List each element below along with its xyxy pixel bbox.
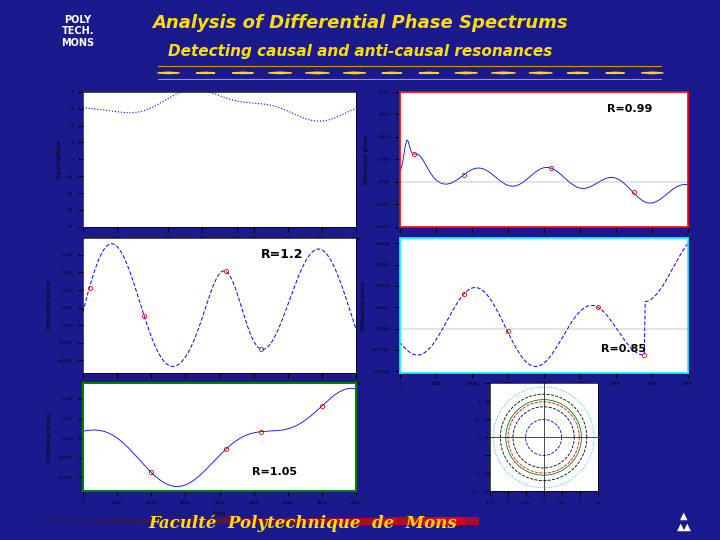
X-axis label: f(Hz): f(Hz) [213,246,226,251]
X-axis label: f(Hz): f(Hz) [537,246,550,251]
Polygon shape [305,72,330,73]
Y-axis label: Differential phase: Differential phase [48,413,53,462]
Text: R=1.2: R=1.2 [261,248,303,261]
Polygon shape [233,72,253,73]
Text: Analysis of Differential Phase Spectrums: Analysis of Differential Phase Spectrums [152,14,568,32]
Polygon shape [642,72,663,73]
Polygon shape [606,72,624,73]
Polygon shape [343,72,366,73]
Polygon shape [158,72,179,73]
Polygon shape [491,72,516,73]
Text: POLY
TECH.
MONS: POLY TECH. MONS [61,15,95,48]
X-axis label: f(Hz): f(Hz) [213,392,226,397]
Text: Faculté  Polytechnique  de  Mons: Faculté Polytechnique de Mons [148,514,456,532]
Y-axis label: Differential phase: Differential phase [361,280,366,330]
Text: Detecting causal and anti-causal resonances: Detecting causal and anti-causal resonan… [168,44,552,59]
Polygon shape [455,72,477,73]
Polygon shape [197,72,215,73]
Y-axis label: Differential phase: Differential phase [48,280,53,330]
Polygon shape [419,72,439,73]
Polygon shape [382,72,402,73]
Text: R=0.85: R=0.85 [601,345,647,354]
Y-axis label: Differential phase: Differential phase [364,134,369,184]
Text: R=1.05: R=1.05 [253,467,297,477]
Text: ▲
▲▲: ▲ ▲▲ [677,510,691,532]
X-axis label: f(Hz): f(Hz) [213,511,226,516]
Polygon shape [567,72,588,73]
Polygon shape [269,72,292,73]
X-axis label: f(Hz): f(Hz) [537,392,550,397]
Y-axis label: Log-Amplitude: Log-Amplitude [56,139,61,179]
Text: R=0.99: R=0.99 [607,104,652,114]
Polygon shape [529,72,552,73]
